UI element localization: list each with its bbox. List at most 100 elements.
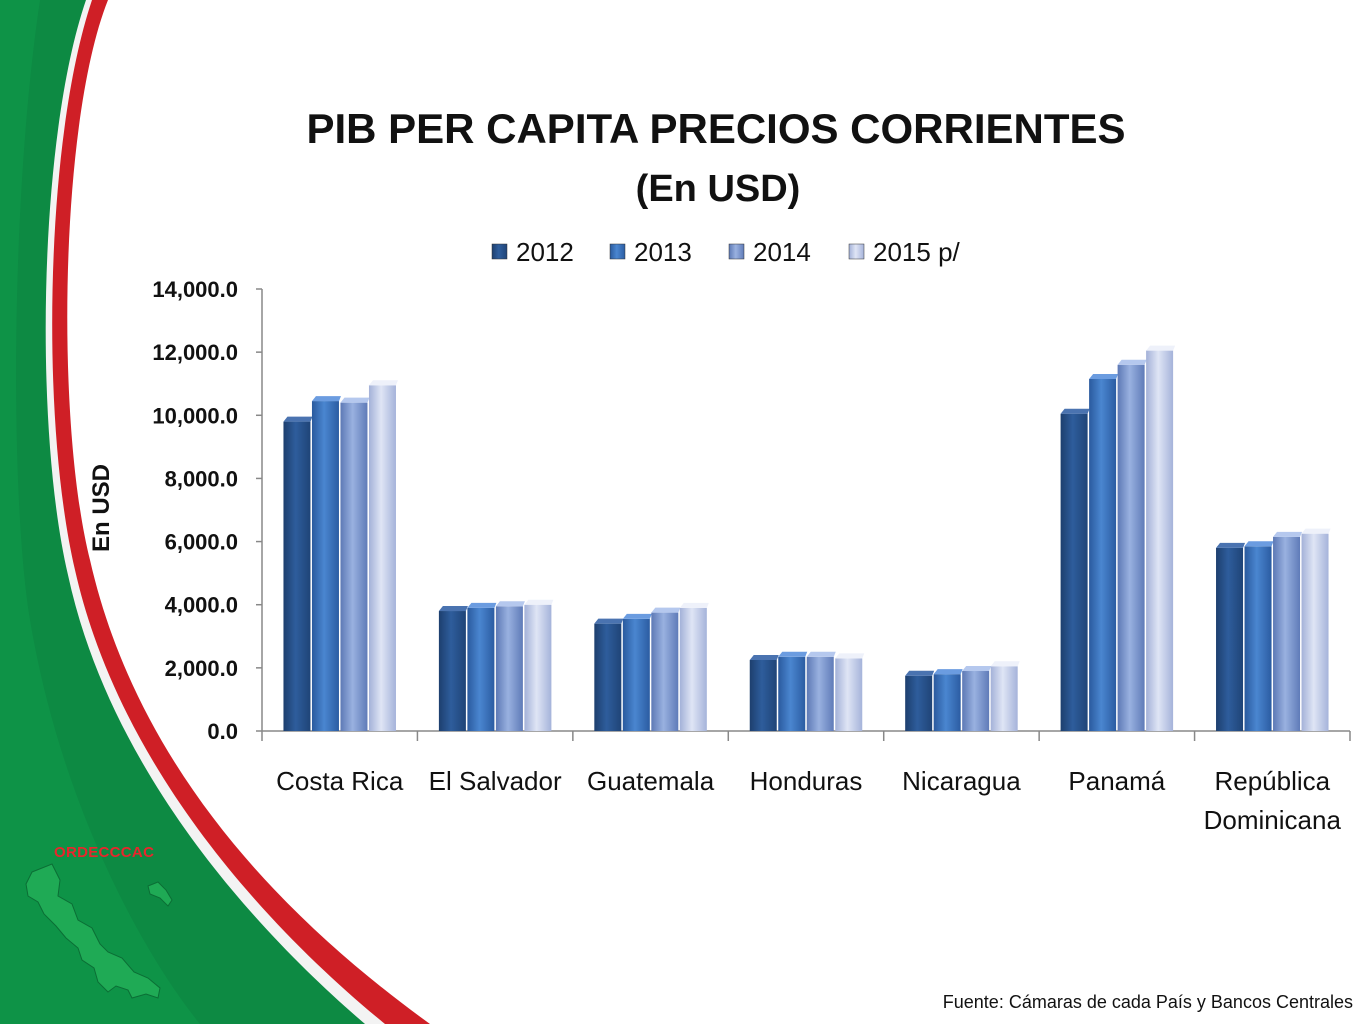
bar-body <box>495 606 523 731</box>
bar <box>495 601 525 731</box>
legend-item: 2012 <box>491 237 574 267</box>
bar-top <box>905 670 935 676</box>
bar-body <box>622 618 650 731</box>
bar-body <box>651 612 679 731</box>
bar <box>1301 528 1331 731</box>
bar <box>679 602 709 731</box>
bar-body <box>778 656 806 731</box>
bar-body <box>1273 536 1301 731</box>
bar-top <box>990 661 1020 667</box>
bar-top <box>524 599 554 605</box>
bar <box>778 651 808 731</box>
bar-top <box>679 602 709 608</box>
x-tick-label: República <box>1214 766 1330 796</box>
central-america-map-icon <box>25 863 161 999</box>
x-tick-label: Panamá <box>1068 766 1165 796</box>
bar <box>933 669 963 731</box>
chart-subtitle: (En USD) <box>636 168 801 210</box>
bar-body <box>438 611 466 731</box>
bar-top <box>467 602 497 608</box>
x-tick-label: Dominicana <box>1204 805 1342 835</box>
bar <box>594 618 624 731</box>
bar-body <box>749 659 777 731</box>
y-tick-label: 14,000.0 <box>152 277 238 302</box>
bar <box>311 396 341 731</box>
bar-top <box>651 607 681 613</box>
bar-top <box>835 653 865 659</box>
legend: 2012 2013 2014 2015 p/ <box>491 237 961 267</box>
y-tick-label: 8,000.0 <box>165 466 238 491</box>
bar-top <box>1216 542 1246 548</box>
bar-top <box>594 618 624 624</box>
bar-top <box>283 416 313 422</box>
bar <box>368 380 398 731</box>
bar-body <box>311 401 339 731</box>
bar-top <box>933 669 963 675</box>
bar-body <box>905 675 933 731</box>
bar-body <box>933 674 961 731</box>
bar <box>990 661 1020 731</box>
y-axis-label: En USD <box>88 464 115 552</box>
y-axis: 0.0 2,000.0 4,000.0 6,000.0 8,000.0 10,000.0 1… <box>152 277 263 744</box>
legend-label: 2013 <box>634 237 692 267</box>
legend-swatch <box>609 243 626 260</box>
bar <box>1244 541 1274 731</box>
legend-item: 2013 <box>609 237 692 267</box>
y-tick-label: 0.0 <box>207 719 238 744</box>
green-highlight <box>0 0 200 1024</box>
bar <box>1216 542 1246 731</box>
bar-body <box>1216 547 1244 731</box>
bar <box>1060 408 1090 731</box>
bar <box>905 670 935 731</box>
bar-body <box>990 666 1018 731</box>
bar-top <box>340 397 370 403</box>
bar-top <box>1273 531 1303 537</box>
bar <box>524 599 554 731</box>
bar-top <box>1146 345 1176 351</box>
bar-top <box>495 601 525 607</box>
bar-top <box>806 651 836 657</box>
bar <box>1146 345 1176 731</box>
bar-top <box>962 666 992 672</box>
island-icon <box>147 881 173 907</box>
legend-label: 2014 <box>753 237 811 267</box>
x-tick-label: El Salvador <box>429 766 562 796</box>
legend-item: 2015 p/ <box>848 237 961 267</box>
legend-label: 2012 <box>516 237 574 267</box>
bar-top <box>778 651 808 657</box>
legend-swatch <box>848 243 865 260</box>
bar <box>962 666 992 731</box>
bar-top <box>438 606 468 612</box>
y-tick-label: 12,000.0 <box>152 340 238 365</box>
legend-swatch <box>491 243 508 260</box>
bar <box>438 606 468 731</box>
bar-top <box>368 380 398 386</box>
bar-body <box>1089 378 1117 731</box>
bar-top <box>1244 541 1274 547</box>
x-tick-label: Costa Rica <box>276 766 404 796</box>
y-tick-label: 10,000.0 <box>152 403 238 428</box>
bar-body <box>283 421 311 731</box>
bar <box>651 607 681 731</box>
bar <box>1117 359 1147 731</box>
bars <box>283 345 1331 731</box>
bar-body <box>1117 364 1145 731</box>
bar-body <box>1060 413 1088 731</box>
bar <box>467 602 497 731</box>
bar-body <box>1146 350 1174 731</box>
bar-body <box>1301 533 1329 731</box>
source-note: Fuente: Cámaras de cada País y Bancos Ce… <box>942 992 1353 1012</box>
bar <box>835 653 865 731</box>
logo-text: ORDECCCAC <box>54 844 155 861</box>
x-tick-label: Guatemala <box>587 766 715 796</box>
legend-label: 2015 p/ <box>873 237 961 267</box>
x-axis: Costa Rica El Salvador Guatemala Honduras Ni… <box>261 730 1351 835</box>
x-tick-label: Nicaragua <box>902 766 1021 796</box>
bar-body <box>806 656 834 731</box>
bar <box>749 654 779 731</box>
bar-body <box>594 623 622 731</box>
bar-body <box>524 604 552 731</box>
legend-item: 2014 <box>728 237 811 267</box>
